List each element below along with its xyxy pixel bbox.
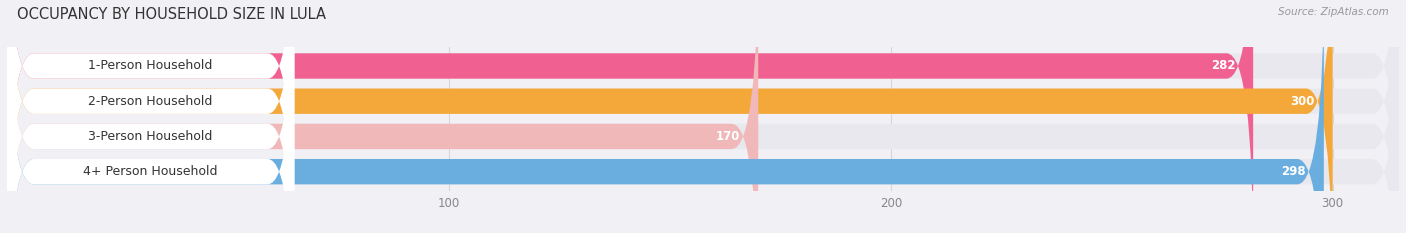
FancyBboxPatch shape <box>7 0 1399 233</box>
FancyBboxPatch shape <box>7 0 1253 233</box>
Text: Source: ZipAtlas.com: Source: ZipAtlas.com <box>1278 7 1389 17</box>
Text: 298: 298 <box>1281 165 1306 178</box>
FancyBboxPatch shape <box>7 0 1399 233</box>
Text: OCCUPANCY BY HOUSEHOLD SIZE IN LULA: OCCUPANCY BY HOUSEHOLD SIZE IN LULA <box>17 7 326 22</box>
Text: 4+ Person Household: 4+ Person Household <box>83 165 218 178</box>
Text: 3-Person Household: 3-Person Household <box>89 130 212 143</box>
FancyBboxPatch shape <box>7 0 294 233</box>
Text: 170: 170 <box>716 130 741 143</box>
Text: 300: 300 <box>1291 95 1315 108</box>
FancyBboxPatch shape <box>7 0 294 233</box>
FancyBboxPatch shape <box>7 0 758 233</box>
Text: 1-Person Household: 1-Person Household <box>89 59 212 72</box>
FancyBboxPatch shape <box>7 0 1399 233</box>
FancyBboxPatch shape <box>7 0 1333 233</box>
FancyBboxPatch shape <box>7 0 294 233</box>
FancyBboxPatch shape <box>7 0 1324 233</box>
Text: 282: 282 <box>1211 59 1236 72</box>
Text: 2-Person Household: 2-Person Household <box>89 95 212 108</box>
FancyBboxPatch shape <box>7 0 1399 233</box>
FancyBboxPatch shape <box>7 0 294 233</box>
